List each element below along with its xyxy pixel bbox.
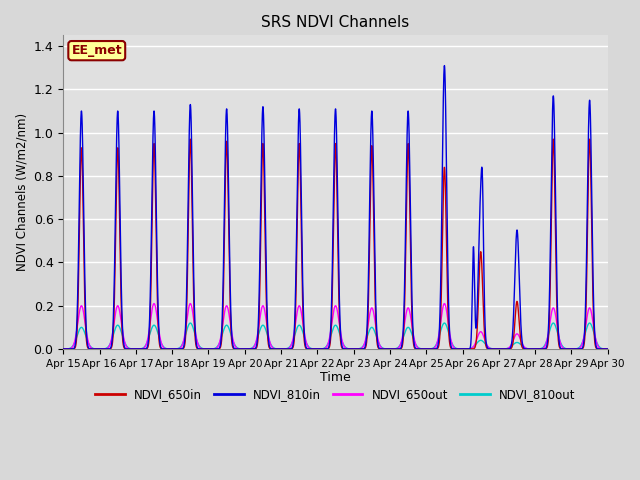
NDVI_650out (603, 346, 611, 352)
Legend: NDVI_650in, NDVI_810in, NDVI_650out, NDVI_810out: NDVI_650in, NDVI_810in, NDVI_650out, NDV… (91, 384, 580, 406)
NDVI_810out (596, 345, 604, 350)
NDVI_650out (407, 315, 415, 321)
NDVI_650in (586, 136, 593, 142)
NDVI_650out (150, 300, 158, 306)
Line: NDVI_810in: NDVI_810in (63, 66, 608, 349)
NDVI_650in (495, 346, 503, 352)
NDVI_650out (532, 346, 540, 352)
NDVI_650in (548, 203, 556, 209)
NDVI_650in (604, 346, 612, 352)
NDVI_650out (604, 346, 612, 352)
Line: NDVI_650in: NDVI_650in (63, 139, 608, 349)
X-axis label: Time: Time (320, 372, 351, 384)
NDVI_810in (60, 346, 67, 352)
NDVI_650out (548, 309, 556, 315)
NDVI_650in (532, 346, 540, 352)
NDVI_810in (604, 346, 612, 352)
Title: SRS NDVI Channels: SRS NDVI Channels (261, 15, 410, 30)
Line: NDVI_810out: NDVI_810out (63, 323, 608, 349)
NDVI_810in (603, 346, 611, 352)
NDVI_810out (532, 346, 540, 352)
NDVI_810out (304, 343, 312, 349)
NDVI_650out (495, 346, 503, 352)
NDVI_650in (603, 346, 611, 352)
NDVI_650in (304, 346, 312, 352)
NDVI_810in (548, 163, 556, 168)
NDVI_810out (60, 346, 67, 352)
NDVI_810out (407, 328, 415, 334)
NDVI_810out (604, 346, 612, 352)
NDVI_650in (407, 260, 415, 266)
NDVI_810in (407, 232, 415, 238)
NDVI_810out (603, 346, 611, 352)
NDVI_810in (596, 346, 604, 352)
NDVI_810in (440, 63, 448, 69)
NDVI_650in (60, 346, 67, 352)
Line: NDVI_650out: NDVI_650out (63, 303, 608, 349)
Y-axis label: NDVI Channels (W/m2/nm): NDVI Channels (W/m2/nm) (15, 113, 28, 271)
Text: EE_met: EE_met (72, 44, 122, 57)
NDVI_810in (304, 346, 312, 352)
NDVI_810out (495, 346, 503, 352)
NDVI_810out (548, 322, 556, 328)
NDVI_650out (304, 344, 312, 350)
NDVI_650in (596, 346, 604, 352)
NDVI_810out (586, 320, 593, 326)
NDVI_810in (532, 346, 540, 352)
NDVI_650out (596, 346, 604, 351)
NDVI_650out (60, 346, 67, 352)
